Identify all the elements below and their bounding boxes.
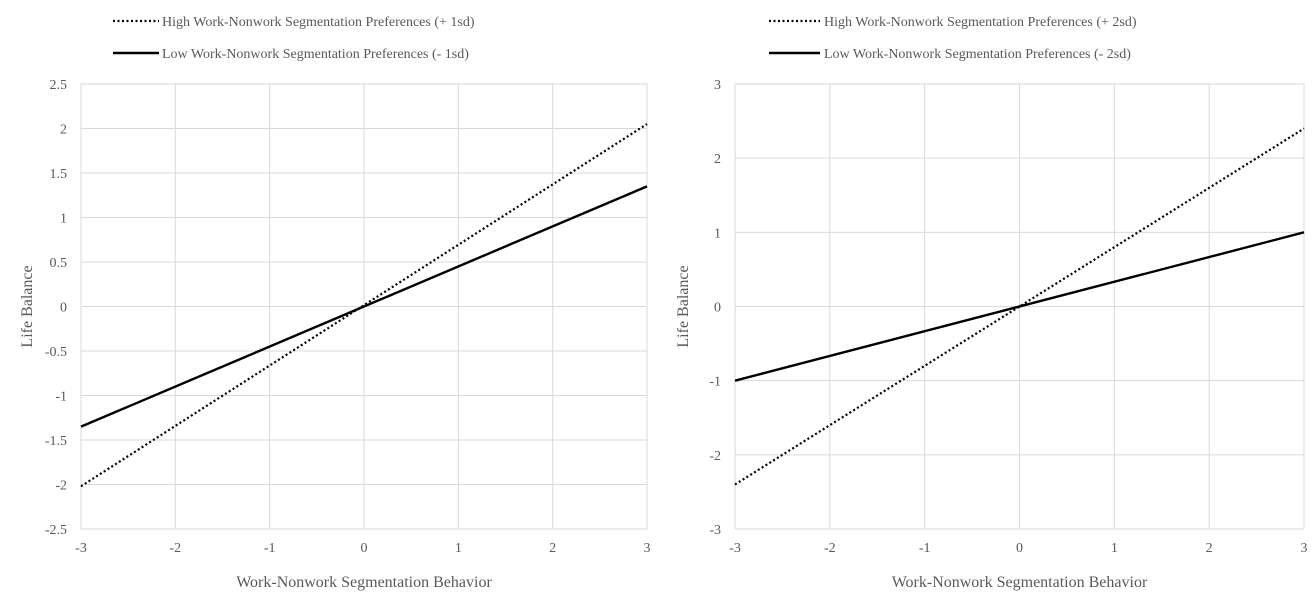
x-tick-label: 1 <box>455 541 462 556</box>
x-axis-title: Work-Nonwork Segmentation Behavior <box>236 574 492 591</box>
y-axis-title: Life Balance <box>675 265 692 347</box>
y-tick-label: -2 <box>55 479 67 494</box>
legend-label: Low Work-Nonwork Segmentation Preference… <box>162 47 469 62</box>
x-axis-title: Work-Nonwork Segmentation Behavior <box>892 574 1148 591</box>
legend-label: High Work-Nonwork Segmentation Preferenc… <box>824 15 1137 30</box>
y-tick-label: 2.5 <box>50 78 68 93</box>
x-tick-label: 2 <box>549 541 556 556</box>
y-tick-label: 2 <box>60 123 67 138</box>
x-tick-label: 3 <box>1301 541 1308 556</box>
y-tick-label: 1 <box>714 226 721 241</box>
y-tick-label: -1 <box>709 375 721 390</box>
y-tick-label: 2 <box>714 152 721 167</box>
low-preference-line <box>80 185 648 428</box>
chart-2: -3 -2 -1 0 1 2 3 3 2 1 0 -1 -2 -3 Work-Nonwork Segment… <box>675 15 1308 591</box>
high-preference-line <box>80 123 648 488</box>
x-tick-label: 0 <box>361 541 368 556</box>
y-tick-label: 0.5 <box>50 256 68 271</box>
chart-1: -3 -2 -1 0 1 2 3 2.5 2 1.5 1 0.5 0 -0.5 -1 -1.5 -2 -2.5 Wo… <box>19 15 651 591</box>
y-tick-label: 3 <box>714 78 721 93</box>
y-tick-label: -0.5 <box>45 345 67 360</box>
x-tick-label: -1 <box>919 541 931 556</box>
y-tick-label: -1 <box>55 390 67 405</box>
x-tick-label: -3 <box>75 541 87 556</box>
high-preference-line <box>734 127 1305 486</box>
x-tick-label: 3 <box>644 541 651 556</box>
y-tick-label: 1.5 <box>50 167 68 182</box>
x-tick-label: -2 <box>824 541 836 556</box>
y-axis-title: Life Balance <box>19 265 36 347</box>
y-tick-label: -2.5 <box>45 523 67 538</box>
legend-label: High Work-Nonwork Segmentation Preferenc… <box>162 15 475 30</box>
x-tick-label: 0 <box>1016 541 1023 556</box>
x-tick-label: 2 <box>1206 541 1213 556</box>
legend-label: Low Work-Nonwork Segmentation Preference… <box>824 47 1131 62</box>
x-tick-label: -2 <box>169 541 181 556</box>
y-tick-label: -3 <box>709 523 721 538</box>
y-tick-label: -1.5 <box>45 434 67 449</box>
x-tick-label: -3 <box>729 541 741 556</box>
y-tick-label: 0 <box>714 301 721 316</box>
y-tick-label: -2 <box>709 449 721 464</box>
low-preference-line <box>734 231 1305 382</box>
x-tick-label: -1 <box>264 541 276 556</box>
y-tick-label: 1 <box>60 212 67 227</box>
y-tick-label: 0 <box>60 301 67 316</box>
x-tick-label: 1 <box>1111 541 1118 556</box>
